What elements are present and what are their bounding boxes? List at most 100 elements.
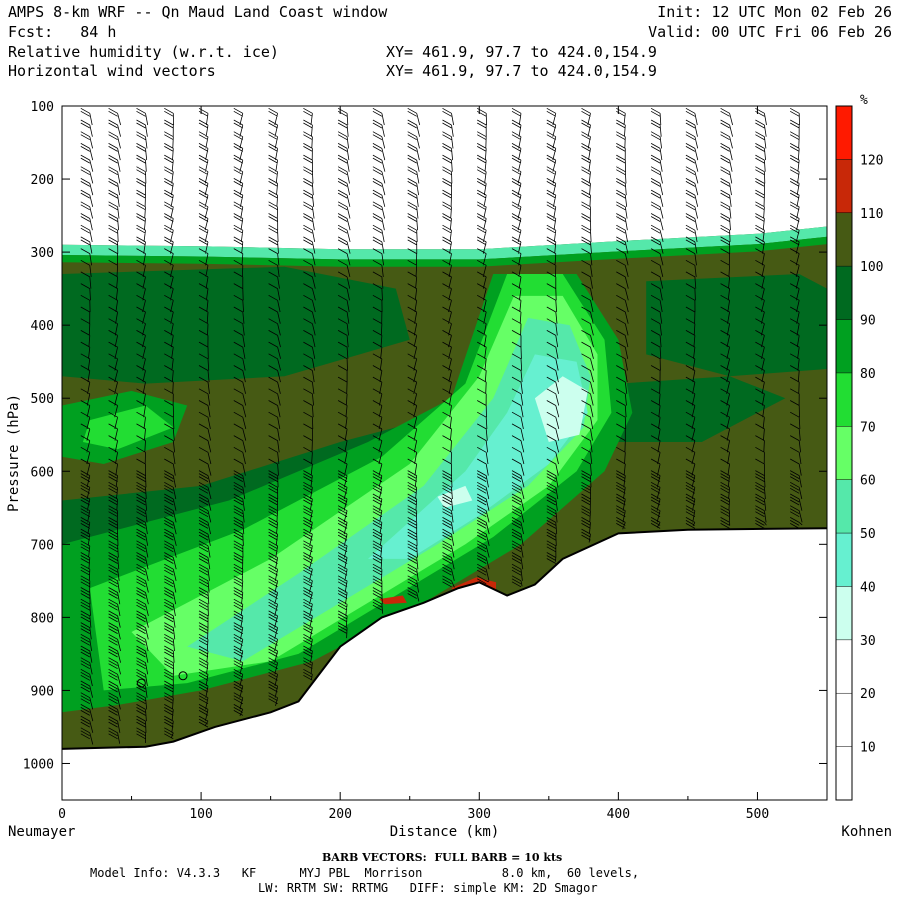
barb-column	[233, 107, 247, 717]
barb-column	[303, 107, 316, 681]
left-endpoint-label: Neumayer	[8, 824, 75, 840]
field-name-2: Horizontal wind vectors	[8, 62, 216, 80]
barb-column	[616, 107, 629, 530]
colorbar-segment	[836, 106, 852, 160]
rh-region-90-0	[62, 266, 410, 384]
title-line: AMPS 8-km WRF -- Qn Maud Land Coast wind…	[8, 3, 388, 21]
colorbar-label: 50	[860, 527, 876, 542]
colorbar-segment	[836, 586, 852, 640]
rh-region-90-1	[646, 274, 827, 377]
colorbar-frame	[835, 105, 853, 801]
colorbar-segment	[836, 266, 852, 320]
rh-region-110-b	[379, 595, 407, 605]
colorbar-label: 40	[860, 580, 876, 595]
colorbar-label: 90	[860, 314, 876, 329]
colorbar-segment	[836, 426, 852, 480]
y-tick-label: 500	[31, 392, 54, 407]
barb-column	[720, 107, 733, 529]
barb-column	[546, 107, 560, 564]
axes: 0 100 200 300 400 500 100 200 300 400 500 600 700 800…	[6, 100, 892, 840]
y-tick-label: 1000	[23, 757, 54, 772]
colorbar-segment	[836, 372, 852, 427]
valid-line: Valid: 00 UTC Fri 06 Feb 26	[648, 23, 892, 41]
fcst-line: Fcst: 84 h	[8, 23, 117, 41]
barb-column	[268, 107, 281, 706]
colorbar-label: 20	[860, 687, 876, 702]
calm-circle	[178, 671, 188, 681]
barb-column	[442, 107, 455, 588]
y-tick-label: 600	[31, 465, 54, 480]
colorbar-segment	[836, 159, 852, 213]
xy-line-2: XY= 461.9, 97.7 to 424.0,154.9	[386, 62, 657, 80]
wind-barbs	[80, 107, 803, 745]
colorbar-segment	[836, 693, 852, 747]
rh-fringe-2	[62, 236, 827, 267]
barb-column	[407, 107, 421, 602]
barb-column	[337, 107, 351, 639]
colorbar-segment	[836, 746, 852, 800]
barb-column	[511, 107, 525, 588]
y-tick-label: 700	[31, 538, 54, 553]
init-line: Init: 12 UTC Mon 02 Feb 26	[657, 3, 892, 21]
right-endpoint-label: Kohnen	[841, 824, 892, 840]
colorbar-label: 120	[860, 153, 883, 168]
y-axis-label: Pressure (hPa)	[6, 394, 22, 512]
barb-column	[650, 107, 664, 529]
rh-region-40	[368, 354, 588, 559]
colorbar-label: 110	[860, 207, 883, 222]
barb-column	[755, 107, 767, 529]
rh-region-90-3	[618, 376, 786, 442]
barb-column	[790, 107, 803, 529]
x-tick-label: 400	[607, 807, 630, 822]
terrain-fill	[62, 528, 827, 800]
y-tick-label: 900	[31, 684, 54, 699]
barb-column	[198, 107, 212, 728]
barb-column	[581, 107, 594, 543]
barb-column	[108, 107, 121, 744]
colorbar-segment	[836, 533, 852, 587]
y-tick-label: 300	[31, 246, 54, 261]
colorbar: 10 20 30 40 50 60 70 80 90 100 110 120%	[835, 93, 883, 801]
x-tick-label: 0	[58, 807, 66, 822]
rh-region-30	[534, 376, 588, 442]
y-tick-label: 800	[31, 611, 54, 626]
y-tick-label: 400	[31, 319, 54, 334]
calm-circle	[136, 678, 146, 688]
colorbar-segment	[836, 639, 852, 694]
y-tick-label: 200	[31, 173, 54, 188]
barb-column	[477, 107, 490, 588]
y-tick-label: 100	[31, 100, 54, 115]
colorbar-segment	[836, 319, 852, 373]
barb-column	[685, 107, 699, 529]
x-tick-label: 200	[328, 807, 351, 822]
xy-line-1: XY= 461.9, 97.7 to 424.0,154.9	[386, 43, 657, 61]
rh-fringe	[62, 226, 827, 260]
colorbar-unit: %	[860, 93, 868, 108]
colorbar-segment	[836, 479, 852, 534]
rh-region-70-0	[82, 405, 174, 450]
colorbar-label: 10	[860, 741, 876, 756]
terrain-line	[61, 527, 828, 750]
plot-frame	[61, 105, 828, 801]
field-name-1: Relative humidity (w.r.t. ice)	[8, 43, 279, 61]
x-tick-label: 300	[468, 807, 491, 822]
rh-region-50	[187, 317, 591, 662]
barb-column	[80, 107, 94, 745]
colorbar-label: 30	[860, 634, 876, 649]
x-tick-label: 100	[189, 807, 212, 822]
barb-column	[136, 107, 149, 744]
barb-legend: BARB VECTORS: FULL BARB = 10 kts	[322, 851, 563, 864]
colorbar-label: 80	[860, 367, 876, 382]
colorbar-label: 60	[860, 474, 876, 489]
x-axis-label: Distance (km)	[390, 824, 500, 840]
colorbar-label: 70	[860, 420, 876, 435]
colorbar-segment	[836, 212, 852, 267]
terrain-surface	[61, 527, 828, 800]
barb-column	[164, 107, 177, 740]
x-tick-label: 500	[746, 807, 769, 822]
colorbar-label: 100	[860, 260, 883, 275]
barb-column	[372, 107, 386, 614]
model-info-line-2: LW: RRTM SW: RRTMG DIFF: simple KM: 2D S…	[258, 881, 598, 895]
model-info-line-1: Model Info: V4.3.3 KF MYJ PBL Morrison 8…	[90, 866, 640, 880]
